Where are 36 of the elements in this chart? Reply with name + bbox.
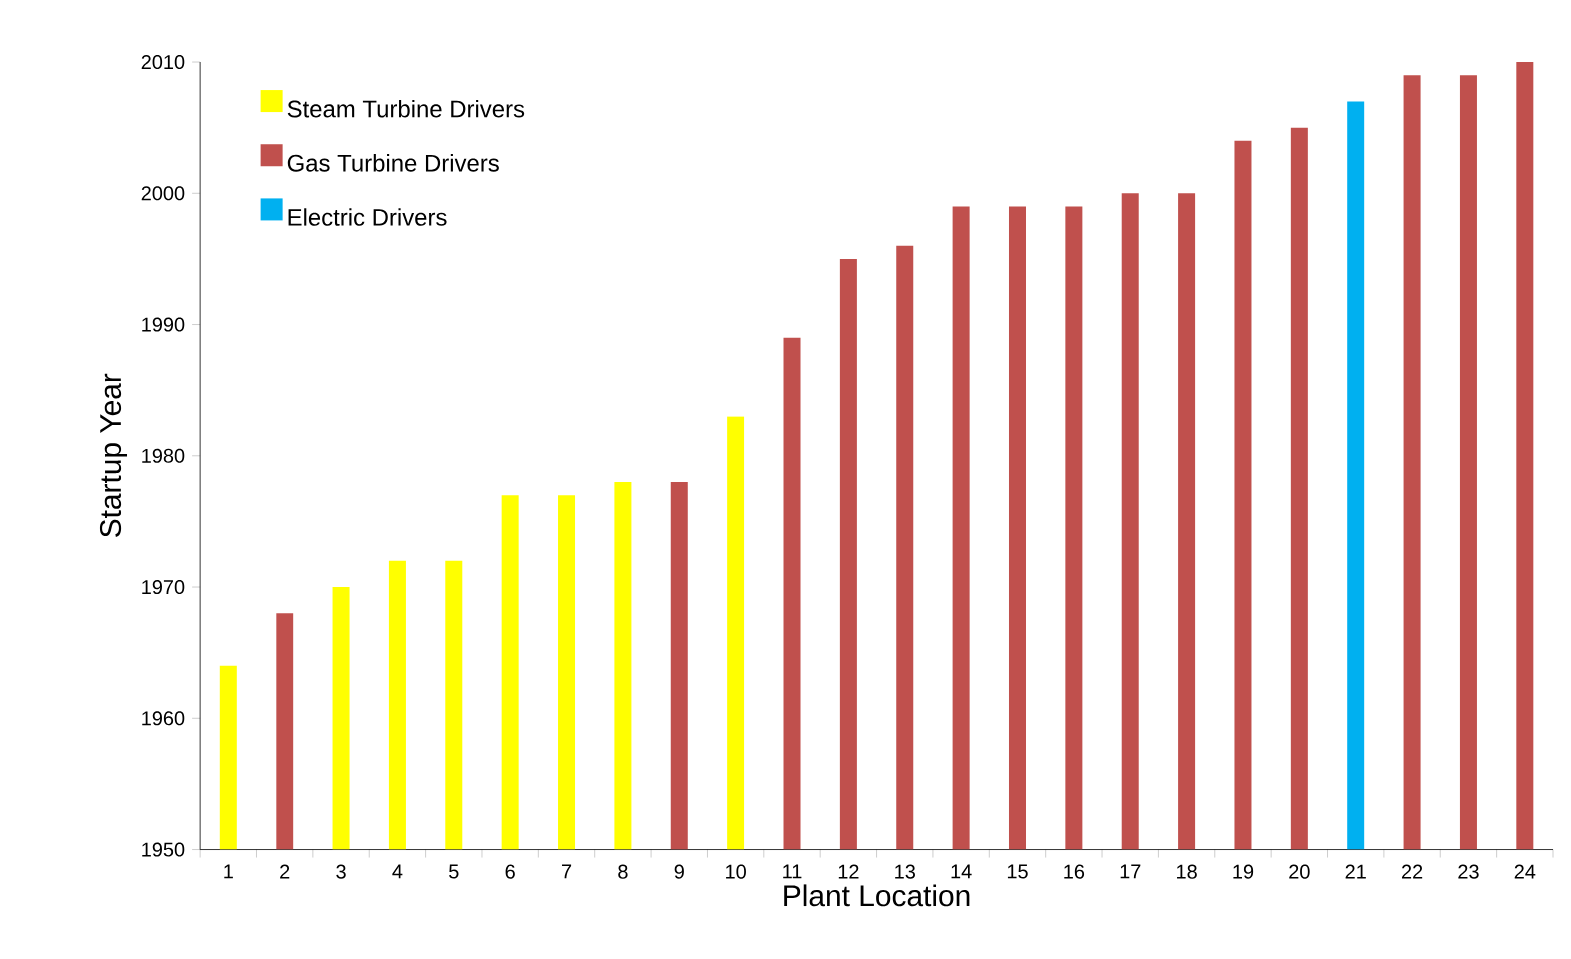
x-tick-label: 19 <box>1233 864 1254 879</box>
x-tick-label: 4 <box>392 864 403 879</box>
x-tick-label: 11 <box>783 864 802 879</box>
y-tick-label: 1990 <box>142 317 185 332</box>
x-tick-label: 20 <box>1289 864 1310 879</box>
x-tick-label: 21 <box>1345 864 1366 879</box>
y-tick-label: 1980 <box>142 448 185 464</box>
y-tick-label: 1970 <box>142 580 185 595</box>
legend-label: Steam Turbine Drivers <box>287 100 525 118</box>
x-tick-label: 13 <box>895 864 915 879</box>
x-tick-label: 6 <box>505 864 515 879</box>
x-tick-label: 15 <box>1007 864 1028 879</box>
x-tick-label: 22 <box>1401 864 1423 879</box>
y-tick-label: 2010 <box>141 55 185 70</box>
y-tick-label: 2000 <box>141 186 185 201</box>
y-tick-label: 1960 <box>142 711 185 726</box>
x-tick-label: 10 <box>726 864 746 879</box>
x-tick-label: 24 <box>1514 864 1536 879</box>
x-tick-label: 18 <box>1177 864 1197 879</box>
x-tick-label: 3 <box>336 864 346 879</box>
x-tick-label: 16 <box>1064 864 1085 879</box>
x-tick-label: 14 <box>951 864 972 879</box>
x-tick-label: 2 <box>280 864 290 879</box>
x-tick-label: 7 <box>562 864 572 879</box>
x-tick-label: 12 <box>838 864 859 879</box>
legend-label: Electric Drivers <box>288 208 447 226</box>
x-tick-label: 8 <box>618 864 628 879</box>
x-tick-label: 23 <box>1458 864 1479 879</box>
x-tick-label: 17 <box>1120 864 1141 879</box>
y-tick-label: 1950 <box>142 842 185 857</box>
x-axis-title: Plant Location <box>784 884 970 907</box>
y-axis-title: Startup Year <box>99 373 128 538</box>
legend-label: Gas Turbine Drivers <box>287 154 499 172</box>
x-tick-label: 9 <box>674 864 684 879</box>
x-tick-label: 5 <box>449 864 459 879</box>
x-tick-label: 1 <box>224 864 233 879</box>
